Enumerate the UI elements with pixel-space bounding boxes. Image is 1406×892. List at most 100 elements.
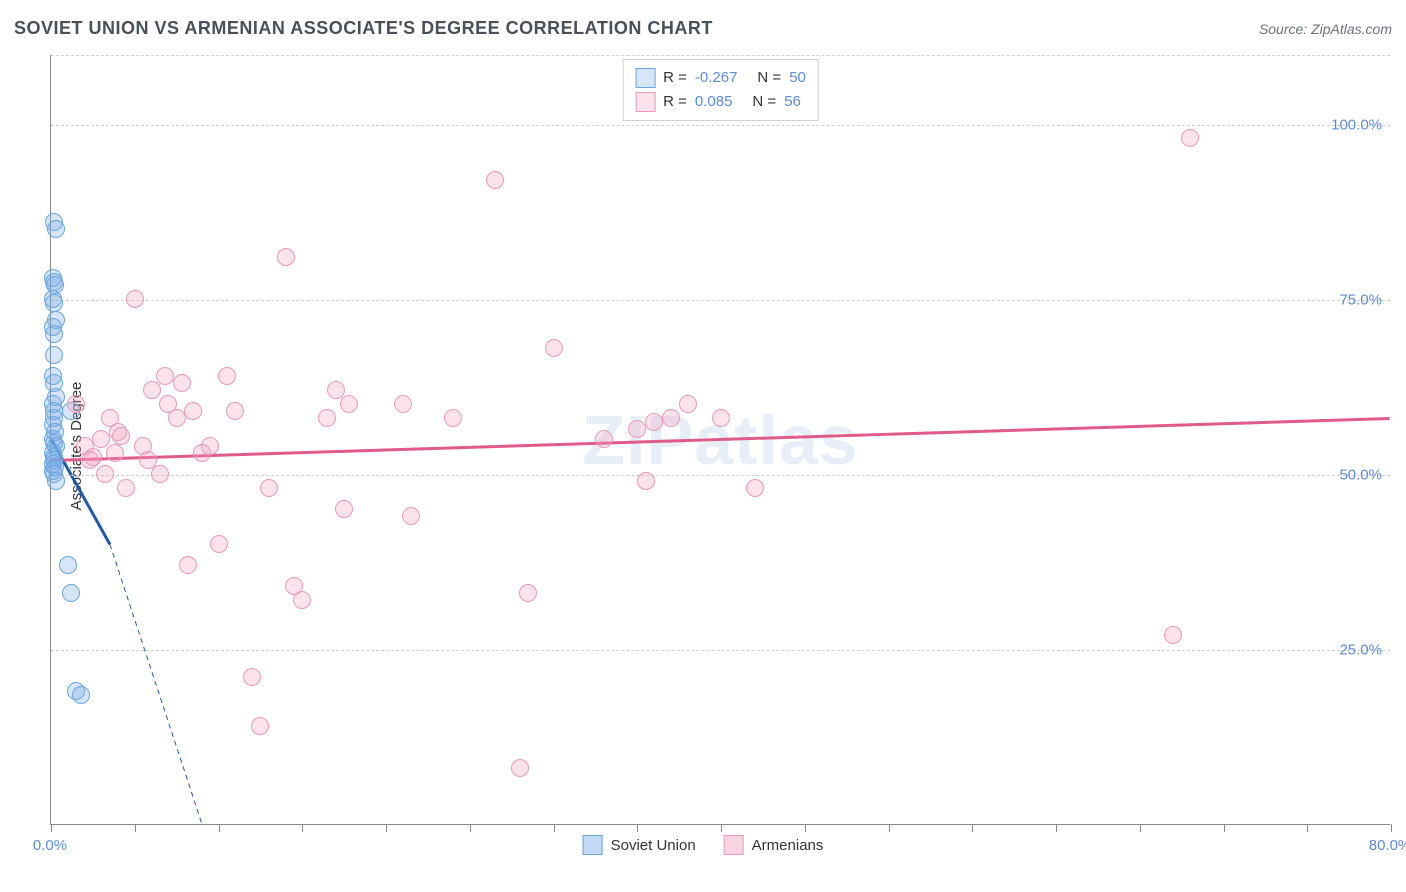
data-point xyxy=(1181,129,1199,147)
data-point xyxy=(210,535,228,553)
data-point xyxy=(637,472,655,490)
data-point xyxy=(106,444,124,462)
data-point xyxy=(45,346,63,364)
x-tick xyxy=(386,824,387,832)
legend-label: Soviet Union xyxy=(611,837,696,854)
data-point xyxy=(112,427,130,445)
legend-item: Armenians xyxy=(724,835,824,855)
x-tick xyxy=(637,824,638,832)
x-tick xyxy=(470,824,471,832)
x-tick xyxy=(302,824,303,832)
data-point xyxy=(47,472,65,490)
data-point xyxy=(293,591,311,609)
data-point xyxy=(179,556,197,574)
data-point xyxy=(126,290,144,308)
legend-row: R = 0.085 N = 56 xyxy=(635,90,806,114)
data-point xyxy=(62,584,80,602)
data-point xyxy=(712,409,730,427)
r-value: 0.085 xyxy=(695,90,733,114)
r-label: R = xyxy=(663,66,687,90)
n-value: 50 xyxy=(789,66,806,90)
x-tick xyxy=(1224,824,1225,832)
data-point xyxy=(511,759,529,777)
gridline xyxy=(51,475,1390,476)
data-point xyxy=(444,409,462,427)
data-point xyxy=(645,413,663,431)
data-point xyxy=(84,448,102,466)
x-tick xyxy=(51,824,52,832)
series-legend: Soviet Union Armenians xyxy=(583,835,824,855)
n-label: N = xyxy=(752,90,776,114)
data-point xyxy=(117,479,135,497)
gridline xyxy=(51,55,1390,56)
y-tick-label: 75.0% xyxy=(1339,292,1382,309)
y-tick-label: 100.0% xyxy=(1331,117,1382,134)
data-point xyxy=(628,420,646,438)
data-point xyxy=(45,325,63,343)
data-point xyxy=(143,381,161,399)
x-tick xyxy=(972,824,973,832)
x-tick xyxy=(219,824,220,832)
data-point xyxy=(340,395,358,413)
data-point xyxy=(59,556,77,574)
x-tick xyxy=(1307,824,1308,832)
data-point xyxy=(251,717,269,735)
legend-swatch xyxy=(724,835,744,855)
x-tick-label: 0.0% xyxy=(33,837,67,854)
data-point xyxy=(156,367,174,385)
data-point xyxy=(318,409,336,427)
x-tick xyxy=(889,824,890,832)
gridline xyxy=(51,125,1390,126)
data-point xyxy=(335,500,353,518)
legend-swatch xyxy=(635,68,655,88)
x-tick xyxy=(1140,824,1141,832)
data-point xyxy=(96,465,114,483)
data-point xyxy=(45,294,63,312)
scatter-chart: ZIPatlas R = -0.267N = 50R = 0.085N = 56… xyxy=(50,55,1390,825)
data-point xyxy=(201,437,219,455)
x-tick xyxy=(1056,824,1057,832)
data-point xyxy=(519,584,537,602)
data-point xyxy=(67,395,85,413)
gridline xyxy=(51,300,1390,301)
n-label: N = xyxy=(757,66,781,90)
data-point xyxy=(260,479,278,497)
data-point xyxy=(486,171,504,189)
data-point xyxy=(72,686,90,704)
data-point xyxy=(218,367,236,385)
data-point xyxy=(327,381,345,399)
data-point xyxy=(662,409,680,427)
n-value: 56 xyxy=(784,90,801,114)
gridline xyxy=(51,650,1390,651)
data-point xyxy=(595,430,613,448)
y-tick-label: 25.0% xyxy=(1339,642,1382,659)
x-tick xyxy=(721,824,722,832)
data-point xyxy=(173,374,191,392)
trend-lines xyxy=(51,55,1390,824)
legend-row: R = -0.267 N = 50 xyxy=(635,66,806,90)
x-tick xyxy=(554,824,555,832)
data-point xyxy=(277,248,295,266)
x-tick xyxy=(805,824,806,832)
data-point xyxy=(226,402,244,420)
legend-swatch xyxy=(583,835,603,855)
r-value: -0.267 xyxy=(695,66,738,90)
legend-swatch xyxy=(635,92,655,112)
data-point xyxy=(394,395,412,413)
data-point xyxy=(1164,626,1182,644)
data-point xyxy=(746,479,764,497)
legend-label: Armenians xyxy=(752,837,824,854)
data-point xyxy=(184,402,202,420)
r-label: R = xyxy=(663,90,687,114)
chart-title: SOVIET UNION VS ARMENIAN ASSOCIATE'S DEG… xyxy=(14,18,713,39)
data-point xyxy=(679,395,697,413)
x-tick xyxy=(1391,824,1392,832)
y-tick-label: 50.0% xyxy=(1339,467,1382,484)
source-attribution: Source: ZipAtlas.com xyxy=(1259,21,1392,37)
correlation-legend: R = -0.267 N = 50 R = 0.085 N = 56 xyxy=(622,59,819,121)
data-point xyxy=(47,220,65,238)
data-point xyxy=(402,507,420,525)
data-point xyxy=(168,409,186,427)
data-point xyxy=(243,668,261,686)
x-tick xyxy=(135,824,136,832)
